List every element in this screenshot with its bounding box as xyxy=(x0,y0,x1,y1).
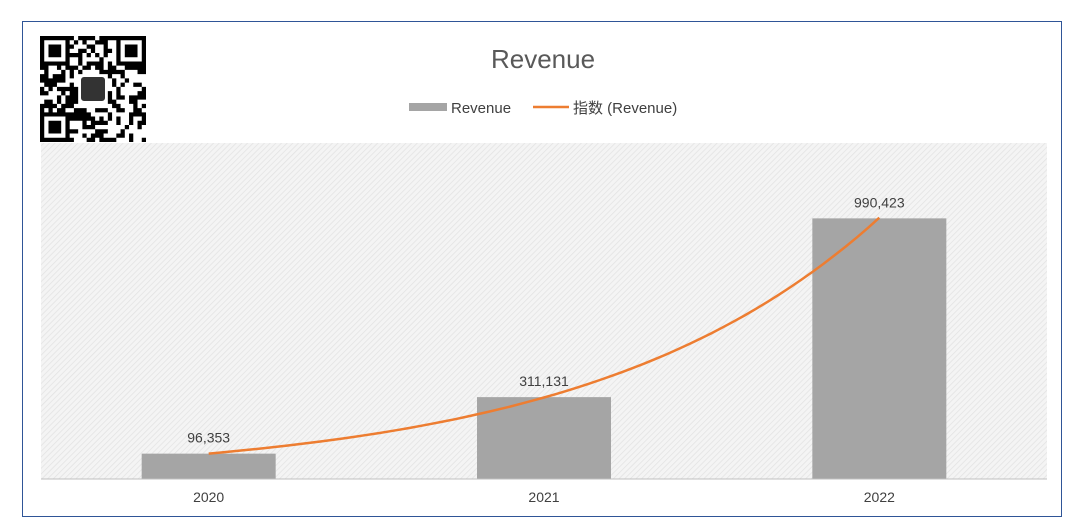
x-tick-label-2022: 2022 xyxy=(864,489,895,505)
data-label-2022: 990,423 xyxy=(854,194,905,210)
legend-label-revenue: Revenue xyxy=(451,100,511,117)
chart-frame: Revenue Revenue 指数 (Revenue) 96,353 311,1… xyxy=(22,21,1062,517)
x-tick-labels-group: 2020 2021 2022 xyxy=(193,489,895,505)
legend: Revenue 指数 (Revenue) xyxy=(409,100,677,117)
x-tick-label-2021: 2021 xyxy=(528,489,559,505)
bar-2021 xyxy=(477,397,611,479)
chart: Revenue Revenue 指数 (Revenue) 96,353 311,1… xyxy=(41,44,1047,505)
legend-swatch-revenue xyxy=(409,103,447,111)
legend-label-trend: 指数 (Revenue) xyxy=(573,100,677,117)
data-label-2021: 311,131 xyxy=(519,373,569,389)
bars-group xyxy=(141,218,947,479)
bar-2022 xyxy=(812,218,947,479)
bar-2020 xyxy=(141,453,276,479)
qr-code-icon xyxy=(40,36,146,142)
data-label-2020: 96,353 xyxy=(187,430,230,446)
chart-title: Revenue xyxy=(491,44,595,74)
x-tick-label-2020: 2020 xyxy=(193,489,224,505)
data-labels-group: 96,353 311,131 990,423 xyxy=(187,194,905,445)
trendline xyxy=(208,216,881,455)
